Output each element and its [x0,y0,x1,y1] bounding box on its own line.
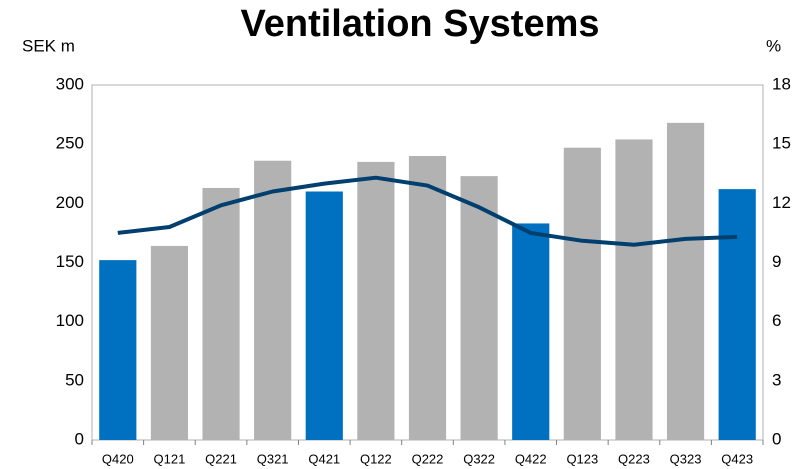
y2-tick-label: 12 [772,193,791,212]
y-tick-label: 250 [56,134,84,153]
bar [615,139,653,440]
bar [718,189,756,440]
bar [408,156,447,440]
y-tick-label: 200 [56,193,84,212]
x-tick-label: Q123 [566,451,598,466]
x-tick-label: Q420 [102,451,134,466]
y-tick-label: 50 [65,370,84,389]
bar [254,160,292,440]
bar [357,161,395,440]
y-tick-label: 0 [75,429,84,448]
bar [512,223,550,440]
x-tick-label: Q421 [308,451,340,466]
x-tick-label: Q121 [154,451,186,466]
x-tick-label: Q221 [205,451,237,466]
y2-axis-label: % [766,36,781,55]
y-axis-label: SEK m [22,36,75,55]
y2-tick-label: 15 [772,134,791,153]
y2-tick-label: 0 [772,429,781,448]
y-tick-label: 300 [56,74,84,93]
x-tick-label: Q422 [515,451,547,466]
x-tick-label: Q322 [463,451,495,466]
y2-tick-label: 6 [772,311,781,330]
line [117,175,738,247]
y2-tick-label: 3 [772,370,781,389]
bar [202,187,240,440]
bar [666,122,705,440]
y2-tick-label: 9 [772,252,781,271]
bar [563,147,601,440]
x-tick-label: Q122 [360,451,392,466]
y-tick-label: 100 [56,311,84,330]
x-tick-label: Q223 [618,451,650,466]
y2-tick-label: 18 [772,74,791,93]
x-tick-label: Q222 [412,451,444,466]
bar [460,176,498,440]
x-tick-label: Q321 [257,451,289,466]
bar [305,191,343,440]
chart-title: Ventilation Systems [240,3,599,45]
bar [99,260,137,440]
y-tick-label: 150 [56,252,84,271]
x-tick-label: Q423 [721,451,753,466]
x-tick-label: Q323 [670,451,702,466]
bar [150,245,189,440]
